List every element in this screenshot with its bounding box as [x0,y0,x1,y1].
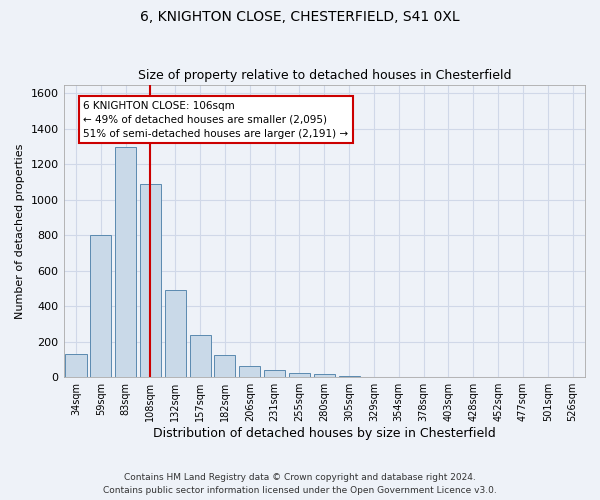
X-axis label: Distribution of detached houses by size in Chesterfield: Distribution of detached houses by size … [153,427,496,440]
Y-axis label: Number of detached properties: Number of detached properties [15,143,25,318]
Bar [338,376,359,377]
Bar [190,336,211,377]
Bar [289,372,310,377]
Title: Size of property relative to detached houses in Chesterfield: Size of property relative to detached ho… [137,69,511,82]
Bar [165,290,186,377]
Text: 6 KNIGHTON CLOSE: 106sqm
← 49% of detached houses are smaller (2,095)
51% of sem: 6 KNIGHTON CLOSE: 106sqm ← 49% of detach… [83,100,349,138]
Bar [65,354,86,377]
Bar [214,355,235,377]
Bar [140,184,161,377]
Bar [314,374,335,377]
Bar [115,146,136,377]
Text: 6, KNIGHTON CLOSE, CHESTERFIELD, S41 0XL: 6, KNIGHTON CLOSE, CHESTERFIELD, S41 0XL [140,10,460,24]
Text: Contains HM Land Registry data © Crown copyright and database right 2024.
Contai: Contains HM Land Registry data © Crown c… [103,474,497,495]
Bar [90,236,112,377]
Bar [239,366,260,377]
Bar [264,370,285,377]
